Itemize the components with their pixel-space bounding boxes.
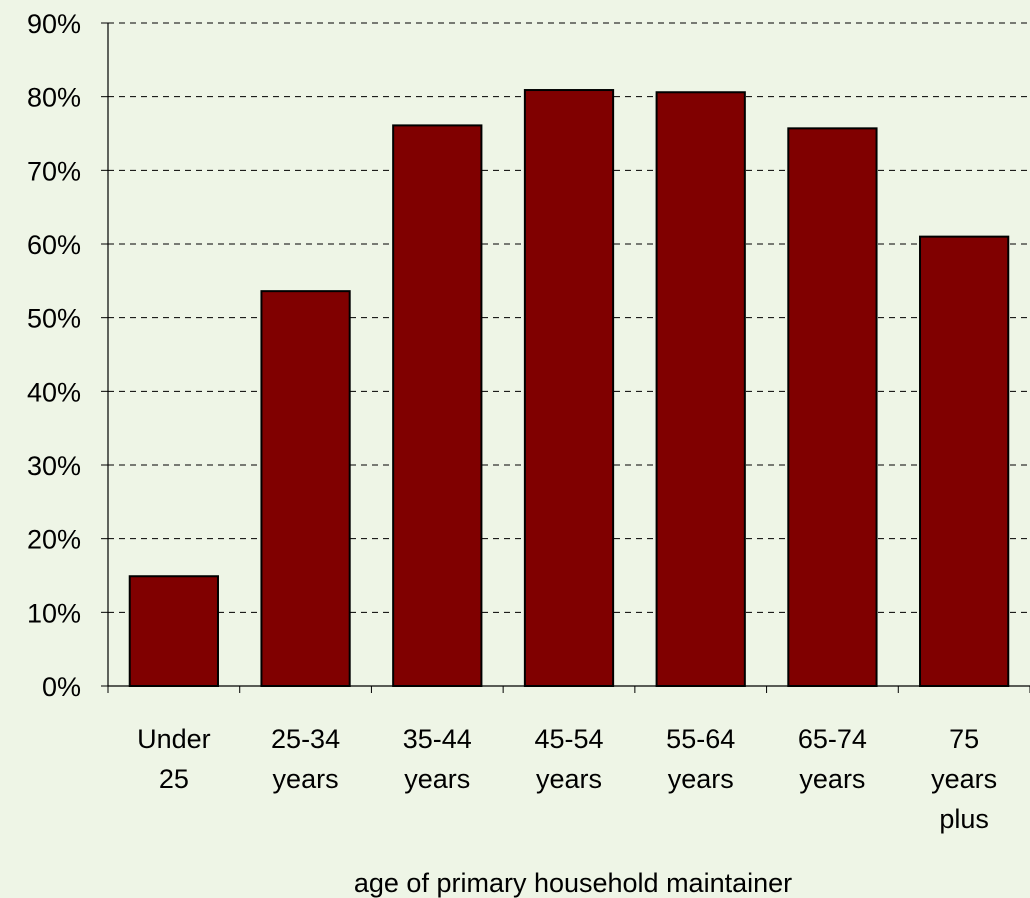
x-category-label: 45-54 years <box>534 724 603 794</box>
y-tick-label: 60% <box>27 230 81 260</box>
y-tick-label: 0% <box>42 672 81 702</box>
bar <box>919 235 1010 687</box>
y-tick-label: 10% <box>27 598 81 628</box>
x-category-labels: Under 25 25-34 years 35-44 years 45-54 years 55-… <box>137 724 997 834</box>
x-category-label: Under 25 <box>137 724 211 794</box>
bar <box>260 290 351 687</box>
y-tick-label: 40% <box>27 377 81 407</box>
bar <box>392 124 483 687</box>
y-tick-label: 50% <box>27 304 81 334</box>
y-tick-label: 80% <box>27 83 81 113</box>
bar <box>128 575 219 688</box>
y-tick-label: 70% <box>27 156 81 186</box>
y-tick-labels: 0% 10% 20% 30% 40% 50% 60% 70% 80% 90% <box>27 9 81 702</box>
axes <box>101 22 1030 693</box>
y-tick-label: 30% <box>27 451 81 481</box>
x-category-label: 65-74 years <box>798 724 867 794</box>
bar <box>787 127 878 688</box>
bars <box>128 89 1010 688</box>
bar <box>655 91 746 688</box>
x-category-label: 35-44 years <box>403 724 472 794</box>
y-tick-label: 90% <box>27 9 81 39</box>
x-category-label: 75 years plus <box>931 724 997 834</box>
bar <box>523 89 615 687</box>
y-tick-label: 20% <box>27 525 81 555</box>
x-category-label: 25-34 years <box>271 724 340 794</box>
x-category-label: 55-64 years <box>666 724 735 794</box>
x-axis-title: age of primary household maintainer <box>354 868 792 898</box>
